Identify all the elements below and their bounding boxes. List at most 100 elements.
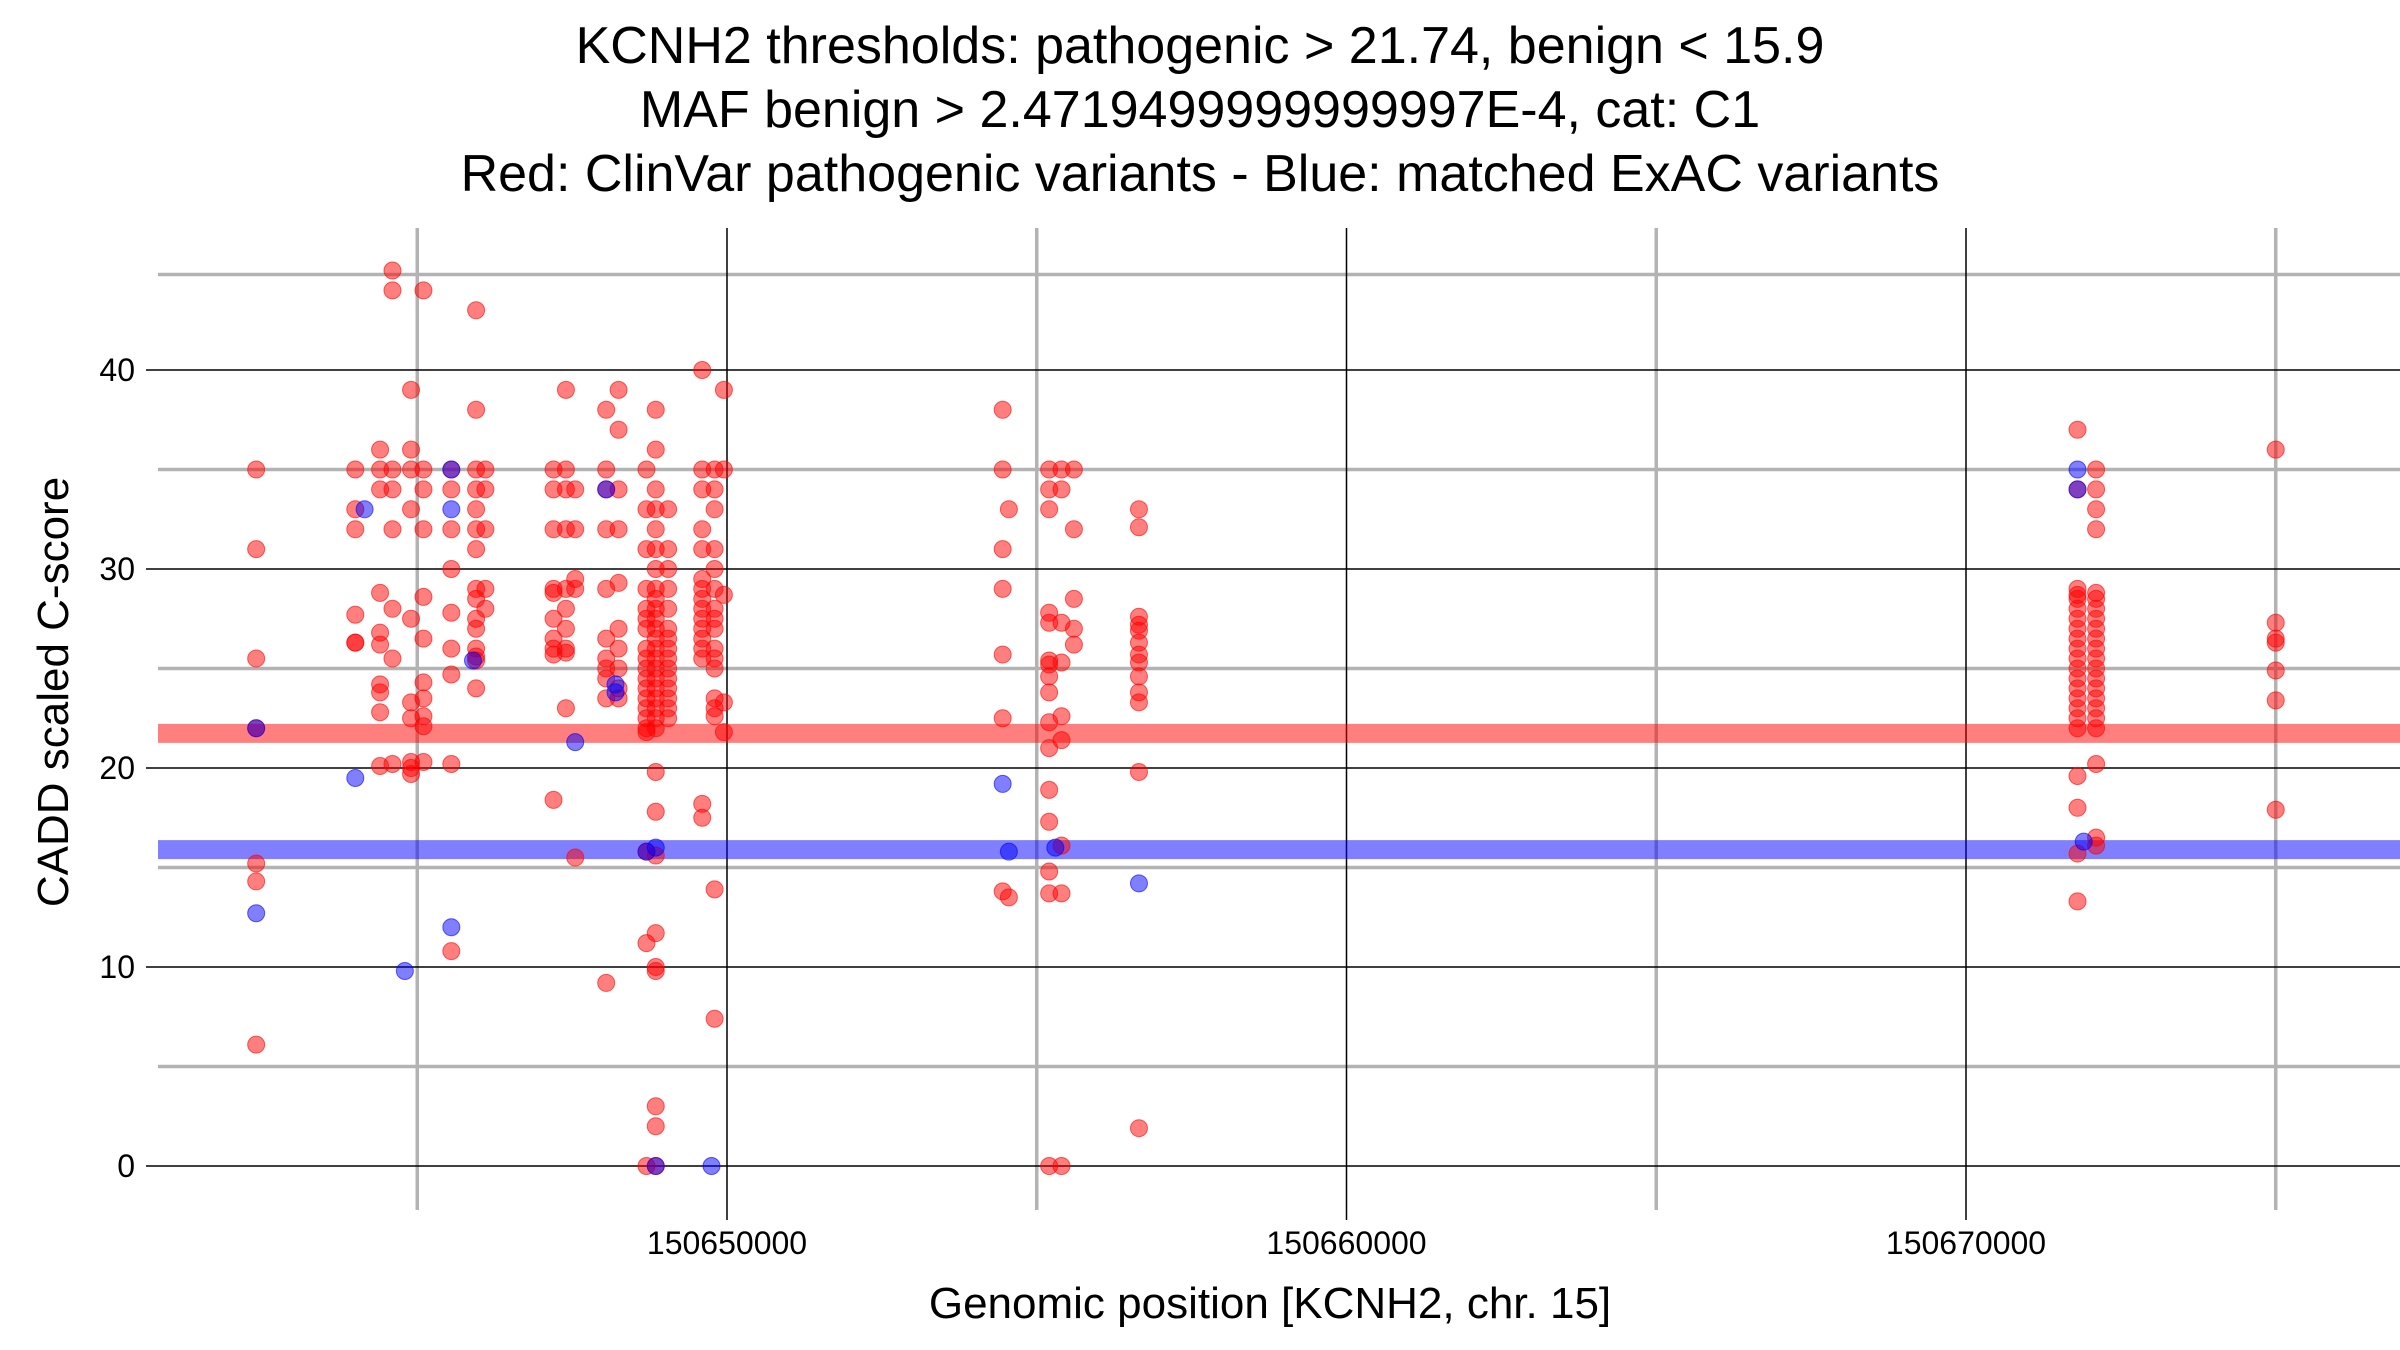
pathogenic-point: [1129, 1119, 1148, 1138]
pathogenic-point: [2087, 520, 2106, 539]
pathogenic-point: [2068, 892, 2087, 911]
pathogenic-point: [247, 649, 266, 668]
benign-point: [646, 838, 665, 857]
pathogenic-point: [383, 649, 402, 668]
pathogenic-point: [1040, 667, 1059, 686]
benign-point: [999, 842, 1018, 861]
pathogenic-point: [705, 560, 724, 578]
pathogenic-point: [646, 520, 665, 539]
pathogenic-point: [442, 942, 461, 961]
pathogenic-point: [1129, 762, 1148, 781]
pathogenic-point: [383, 480, 402, 499]
pathogenic-point: [346, 520, 365, 539]
pathogenic-point: [609, 573, 628, 592]
benign-point: [2068, 480, 2087, 499]
pathogenic-point: [705, 540, 724, 559]
pathogenic-point: [556, 699, 575, 718]
pathogenic-point: [609, 520, 628, 539]
pathogenic-point: [2068, 798, 2087, 817]
chart-title: KCNH2 thresholds: pathogenic > 21.74, be…: [0, 14, 2400, 206]
major-gridlines: [158, 228, 2400, 1210]
pathogenic-point: [402, 440, 421, 459]
pathogenic-point: [556, 460, 575, 479]
benign-point: [442, 918, 461, 937]
pathogenic-point: [1040, 812, 1059, 831]
pathogenic-point: [1064, 520, 1083, 539]
data-points: [247, 261, 2285, 1175]
y-tick-label: 20: [99, 750, 135, 786]
pathogenic-point: [693, 808, 712, 827]
pathogenic-point: [1052, 731, 1071, 750]
pathogenic-point: [346, 460, 365, 479]
pathogenic-point: [247, 540, 266, 559]
benign-point: [646, 1157, 665, 1175]
title-line-1: KCNH2 thresholds: pathogenic > 21.74, be…: [575, 17, 1825, 75]
pathogenic-point: [646, 762, 665, 781]
pathogenic-point: [2068, 719, 2087, 738]
pathogenic-point: [476, 579, 495, 598]
pathogenic-point: [646, 961, 665, 980]
pathogenic-point: [1040, 500, 1059, 519]
pathogenic-point: [659, 500, 678, 519]
pathogenic-point: [556, 619, 575, 638]
pathogenic-point: [442, 480, 461, 499]
pathogenic-point: [383, 520, 402, 539]
pathogenic-point: [1129, 667, 1148, 686]
benign-point: [395, 961, 414, 980]
x-axis: 150650000 150660000 150670000: [647, 1210, 2046, 1261]
pathogenic-point: [247, 460, 266, 479]
pathogenic-point: [566, 480, 585, 499]
y-tick-label: 0: [117, 1148, 135, 1184]
pathogenic-point: [2087, 755, 2106, 774]
pathogenic-point: [646, 1117, 665, 1136]
pathogenic-point: [442, 520, 461, 539]
benign-point: [247, 719, 266, 738]
pathogenic-point: [659, 560, 678, 578]
pathogenic-point: [414, 480, 433, 499]
x-tick-label: 150670000: [1886, 1225, 2046, 1261]
pathogenic-point: [705, 707, 724, 726]
pathogenic-point: [476, 460, 495, 479]
pathogenic-point: [597, 460, 616, 479]
pathogenic-point: [1129, 500, 1148, 519]
pathogenic-point: [609, 420, 628, 439]
pathogenic-point: [442, 560, 461, 578]
pathogenic-point: [467, 400, 486, 419]
pathogenic-point: [993, 645, 1012, 664]
pathogenic-point: [705, 619, 724, 638]
pathogenic-point: [646, 802, 665, 821]
pathogenic-point: [402, 764, 421, 783]
pathogenic-point: [999, 888, 1018, 907]
pathogenic-point: [597, 400, 616, 419]
pathogenic-point: [544, 790, 563, 809]
pathogenic-point: [705, 500, 724, 519]
pathogenic-point: [646, 440, 665, 459]
benign-point: [606, 683, 625, 702]
pathogenic-point: [993, 540, 1012, 559]
pathogenic-point: [993, 709, 1012, 728]
pathogenic-point: [693, 361, 712, 379]
pathogenic-point: [371, 583, 390, 602]
benign-point: [346, 768, 365, 787]
pathogenic-point: [2087, 500, 2106, 519]
pathogenic-point: [566, 848, 585, 867]
pathogenic-point: [646, 480, 665, 499]
pathogenic-point: [402, 500, 421, 519]
pathogenic-point: [442, 603, 461, 622]
benign-point: [1046, 838, 1065, 857]
pathogenic-point: [1052, 1157, 1071, 1175]
y-axis: 0 10 20 30 40: [99, 352, 158, 1184]
benign-point: [355, 500, 374, 519]
pathogenic-point: [646, 1097, 665, 1116]
y-tick-label: 10: [99, 949, 135, 985]
pathogenic-point: [371, 440, 390, 459]
pathogenic-point: [646, 719, 665, 738]
pathogenic-point: [1040, 862, 1059, 881]
pathogenic-point: [646, 400, 665, 419]
pathogenic-point: [467, 500, 486, 519]
pathogenic-point: [556, 643, 575, 662]
pathogenic-point: [2068, 420, 2087, 439]
pathogenic-point: [414, 520, 433, 539]
pathogenic-point: [371, 683, 390, 702]
pathogenic-point: [714, 380, 733, 399]
